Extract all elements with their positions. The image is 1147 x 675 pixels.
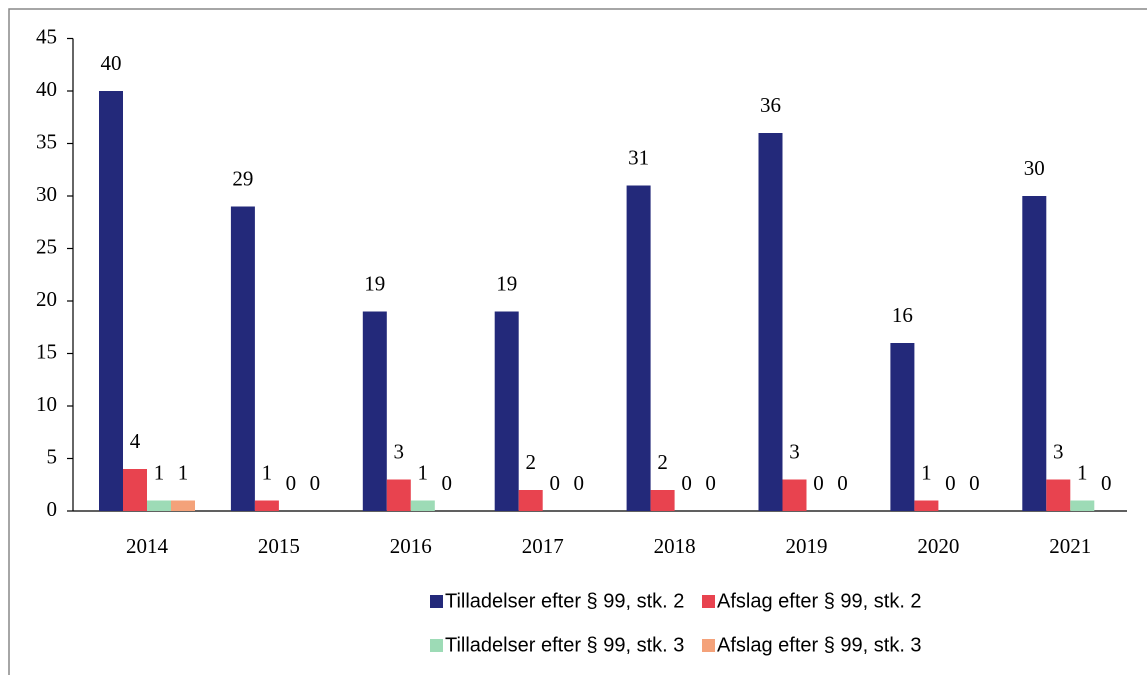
legend-swatch [702,595,715,608]
bar [494,311,519,511]
bar [758,133,783,511]
legend-label: Tilladelser efter § 99, stk. 2 [445,590,684,612]
value-label: 1 [921,460,932,484]
value-label: 0 [837,471,848,495]
y-tick-label: 40 [36,77,57,101]
x-tick-label: 2018 [654,534,696,558]
bar [230,206,255,511]
bar [1070,500,1095,511]
value-label: 2 [657,450,668,474]
value-label: 19 [364,271,385,295]
value-label: 0 [705,471,716,495]
value-label: 0 [813,471,824,495]
bar [890,343,915,511]
bar [254,500,279,511]
bar [147,500,171,511]
y-tick-label: 25 [36,234,57,258]
legend-label: Tilladelser efter § 99, stk. 3 [445,634,684,656]
value-label: 1 [418,460,429,484]
value-label: 31 [628,145,649,169]
y-tick-label: 30 [36,182,57,206]
frame [8,8,1147,675]
value-label: 1 [1077,460,1088,484]
value-label: 0 [573,471,584,495]
value-label: 4 [130,429,141,453]
value-label: 0 [310,471,321,495]
y-tick-label: 5 [47,444,58,468]
value-label: 0 [549,471,560,495]
bar [626,185,651,511]
value-label: 1 [154,460,165,484]
value-label: 3 [1053,439,1064,463]
bar [518,490,543,511]
x-tick-label: 2016 [390,534,432,558]
value-label: 3 [394,439,405,463]
value-label: 0 [969,471,980,495]
legend-label: Afslag efter § 99, stk. 2 [717,590,922,612]
x-tick-label: 2019 [786,534,828,558]
bar [1022,196,1047,511]
value-label: 0 [442,471,453,495]
y-tick-label: 0 [47,497,58,521]
value-label: 2 [525,450,536,474]
value-label: 16 [892,303,913,327]
y-tick-label: 15 [36,339,57,363]
value-label: 1 [178,460,189,484]
legend-swatch [430,639,443,652]
bar [362,311,387,511]
y-tick-label: 35 [36,129,57,153]
value-label: 0 [681,471,692,495]
bar [171,500,195,511]
legend-swatch [430,595,443,608]
value-label: 30 [1024,156,1045,180]
x-tick-label: 2017 [522,534,564,558]
value-label: 0 [1101,471,1112,495]
bar [123,469,147,511]
value-label: 19 [496,271,517,295]
value-label: 1 [262,460,273,484]
value-label: 3 [789,439,800,463]
bar [386,479,411,511]
bar [410,500,435,511]
bar [914,500,939,511]
bar [99,91,123,511]
y-tick-label: 45 [36,24,57,48]
bar [1046,479,1071,511]
value-label: 0 [286,471,297,495]
legend-label: Afslag efter § 99, stk. 3 [717,634,922,656]
value-label: 0 [945,471,956,495]
bar [650,490,675,511]
x-tick-label: 2015 [258,534,300,558]
y-tick-label: 20 [36,287,57,311]
x-tick-label: 2014 [126,534,169,558]
x-tick-label: 2020 [917,534,959,558]
value-label: 40 [101,51,122,75]
legend-swatch [702,639,715,652]
x-tick-label: 2021 [1049,534,1091,558]
bar [782,479,807,511]
y-tick-label: 10 [36,392,57,416]
value-label: 36 [760,93,781,117]
value-label: 29 [232,166,253,190]
